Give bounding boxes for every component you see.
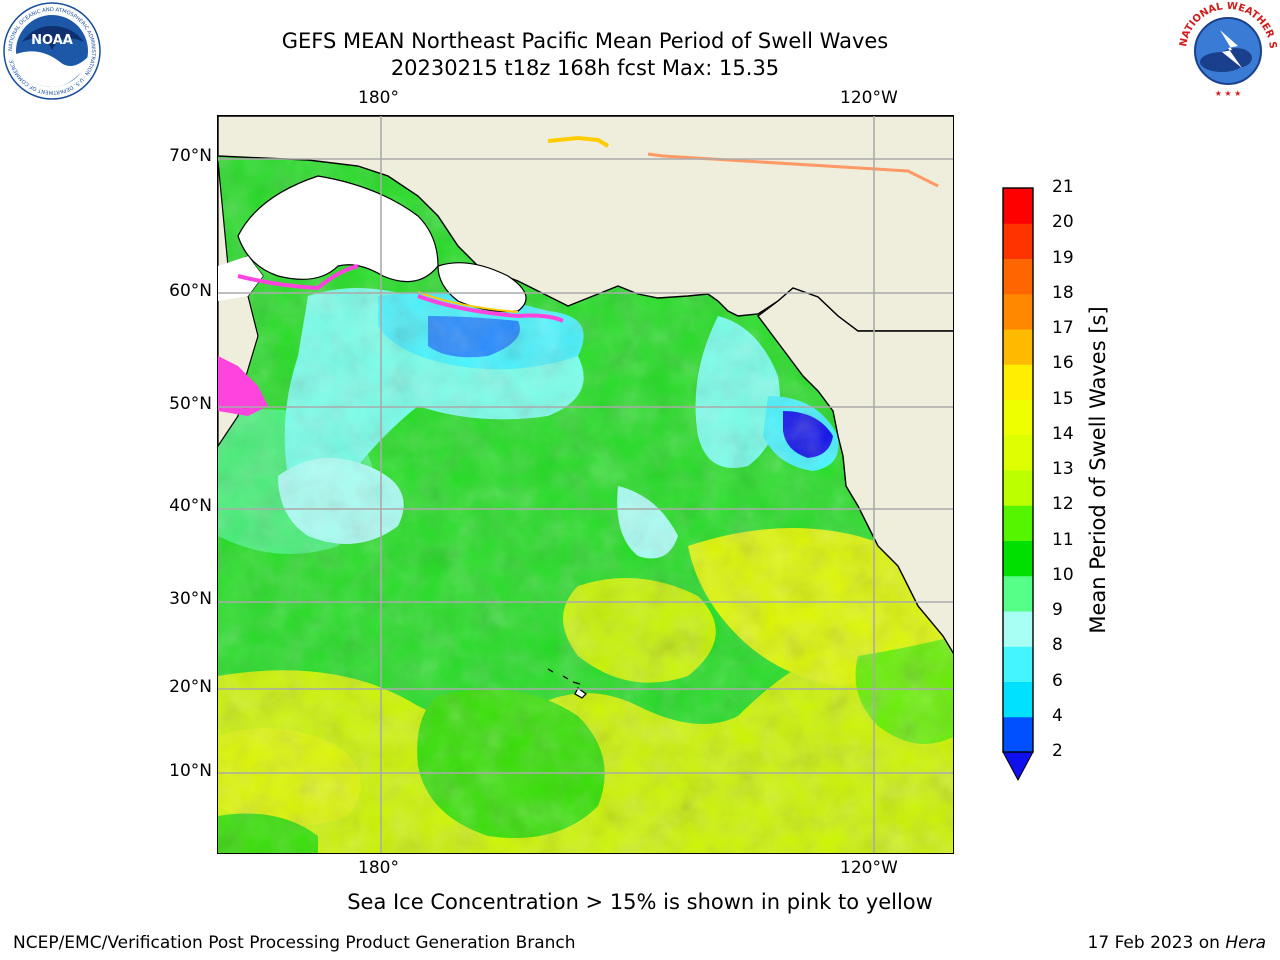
- sea-ice-bering-edge: [237, 264, 359, 291]
- colorbar-segment: [1003, 540, 1033, 577]
- colorbar-tick-label: 11: [1052, 529, 1074, 550]
- colorbar-tick-label: 10: [1052, 564, 1074, 585]
- plot-subtitle: 20230215 t18z 168h fcst Max: 15.35: [390, 56, 780, 80]
- lon-label-top-180: 180°: [358, 88, 399, 108]
- sea-ice-alaska-edge: [417, 294, 564, 323]
- lon-label-top-120w: 120°W: [840, 88, 898, 108]
- map-panel: [217, 115, 954, 854]
- lat-label-30n: 30°N: [169, 589, 212, 609]
- colorbar-segment: [1003, 293, 1033, 330]
- lat-label-40n: 40°N: [169, 496, 212, 516]
- sea-ice-asia: [218, 356, 268, 416]
- colorbar-tick-label: 9: [1052, 600, 1063, 620]
- colorbar-segment: [1003, 681, 1033, 718]
- plot-title: GEFS MEAN Northeast Pacific Mean Period …: [281, 29, 889, 53]
- colorbar-segment: [1003, 646, 1033, 682]
- lat-label-10n: 10°N: [169, 761, 212, 781]
- colorbar-tick-label: 21: [1052, 177, 1074, 197]
- colorbar-tick-label: 13: [1052, 459, 1074, 479]
- nws-logo: NATIONAL WEATHER SERVICE ★ ★ ★: [1178, 2, 1278, 98]
- sea-ice-arctic-pink: [647, 152, 939, 188]
- credit-branch: NCEP/EMC/Verification Post Processing Pr…: [13, 933, 576, 953]
- colorbar-tick-label: 8: [1052, 635, 1063, 656]
- lat-label-20n: 20°N: [169, 677, 212, 697]
- svg-text:★ ★ ★: ★ ★ ★: [1215, 89, 1242, 98]
- colorbar-segment: [1003, 611, 1033, 647]
- credit-host: Hera: [1225, 933, 1266, 953]
- colorbar-tick-label: 17: [1052, 318, 1074, 338]
- land-north-america: [757, 287, 953, 655]
- colorbar-segments: [1003, 188, 1033, 753]
- colorbar-tick-label: 6: [1052, 670, 1063, 691]
- colorbar-segment: [1003, 223, 1033, 259]
- lon-label-bottom-180: 180°: [358, 858, 399, 878]
- lat-label-50n: 50°N: [169, 394, 212, 414]
- colorbar-tick-label: 15: [1052, 388, 1074, 409]
- colorbar-tick-label: 4: [1052, 705, 1063, 726]
- colorbar-segment: [1003, 329, 1033, 365]
- lat-label-60n: 60°N: [169, 281, 212, 301]
- graticule: [218, 116, 953, 853]
- no-data-bering: [237, 175, 439, 283]
- colorbar-tick-label: 2: [1052, 741, 1063, 761]
- sea-ice-alaska-yellow: [417, 291, 519, 313]
- colorbar-segment: [1003, 716, 1033, 753]
- colorbar-segment: [1003, 399, 1033, 436]
- colorbar-segment: [1003, 188, 1033, 224]
- colorbar-tick-label: 12: [1052, 494, 1074, 515]
- hawaii-islands: [547, 668, 587, 699]
- credit-date-text: 17 Feb 2023 on: [1087, 933, 1226, 953]
- colorbar-segment: [1003, 434, 1033, 471]
- colorbar-tick-label: 18: [1052, 282, 1074, 303]
- colorbar: [1002, 187, 1034, 782]
- credit-date: 17 Feb 2023 on Hera: [1088, 933, 1266, 953]
- colorbar-segment: [1003, 364, 1033, 400]
- colorbar-segment: [1003, 258, 1033, 295]
- sea-ice-arctic: [547, 135, 610, 148]
- noaa-logo-text: NOAA: [31, 33, 73, 48]
- colorbar-segment: [1003, 575, 1033, 612]
- colorbar-under-triangle: [1002, 751, 1034, 782]
- lon-label-bottom-120w: 120°W: [840, 858, 898, 878]
- colorbar-segment: [1003, 505, 1033, 541]
- noaa-logo: NOAA NATIONAL OCEANIC AND ATMOSPHERIC AD…: [3, 2, 101, 100]
- colorbar-title: Mean Period of Swell Waves [s]: [1086, 306, 1110, 634]
- colorbar-tick-label: 20: [1052, 212, 1074, 233]
- swell-period-map: [218, 116, 953, 853]
- colorbar-tick-label: 14: [1052, 423, 1074, 444]
- sea-ice-note: Sea Ice Concentration > 15% is shown in …: [347, 890, 933, 914]
- lat-label-70n: 70°N: [169, 146, 212, 166]
- colorbar-segment: [1003, 470, 1033, 506]
- colorbar-tick-label: 16: [1052, 353, 1074, 374]
- colorbar-tick-label: 19: [1052, 247, 1074, 268]
